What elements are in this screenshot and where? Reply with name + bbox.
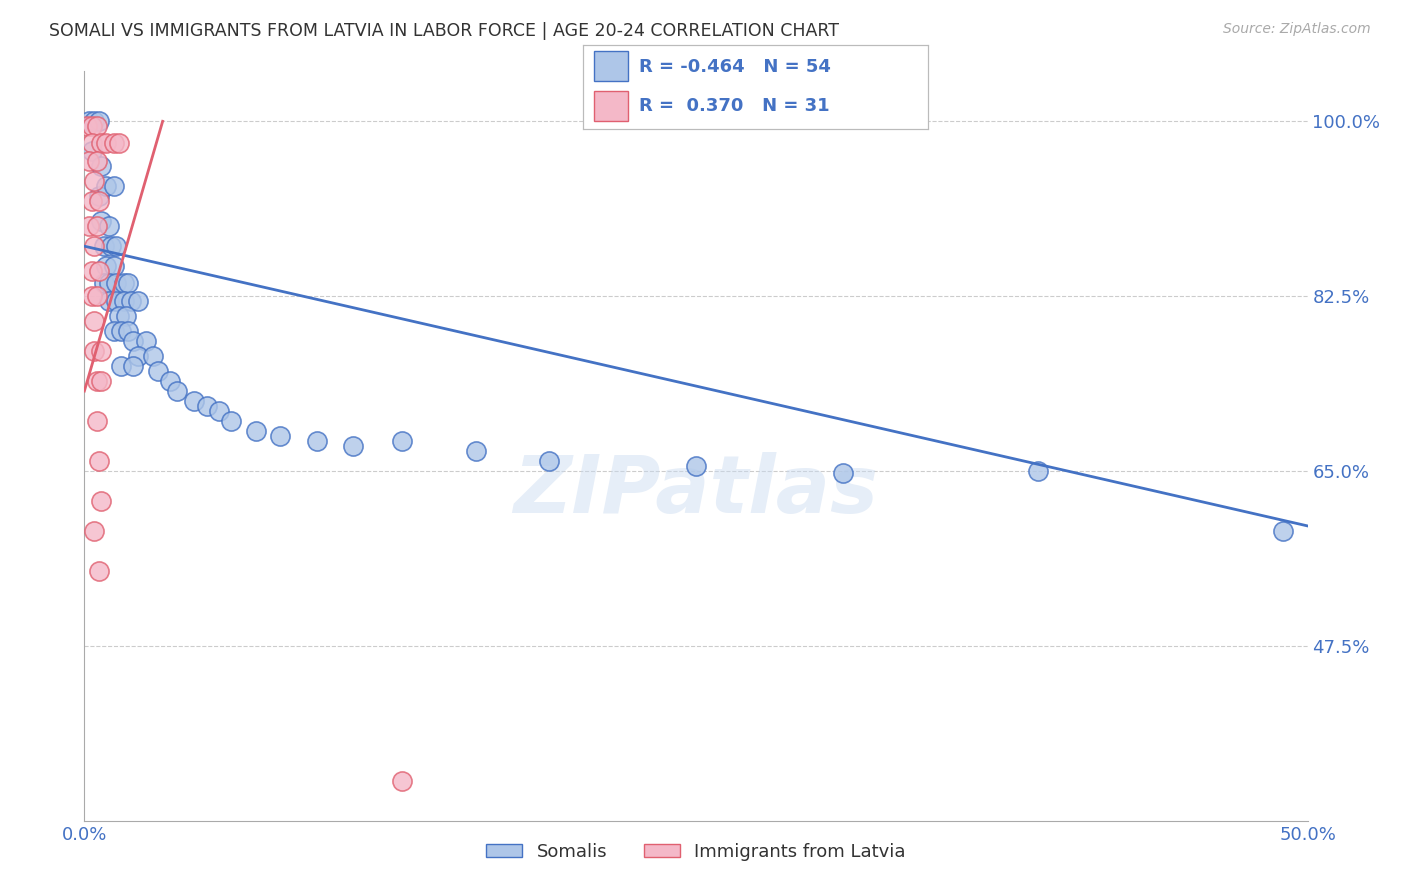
Point <box>83 524 105 538</box>
Point <box>105 239 128 253</box>
Point <box>117 324 139 338</box>
Text: R = -0.464   N = 54: R = -0.464 N = 54 <box>638 58 831 76</box>
Point <box>103 324 125 338</box>
Point <box>245 424 267 438</box>
Point <box>110 324 132 338</box>
Point <box>112 294 135 309</box>
Point <box>305 434 328 448</box>
Point <box>83 114 105 128</box>
Point <box>87 194 110 209</box>
Point <box>97 276 120 290</box>
Point <box>103 179 125 194</box>
Point <box>83 239 105 253</box>
Point <box>96 259 118 273</box>
Point <box>83 314 105 328</box>
Point <box>93 276 115 290</box>
Point <box>90 344 112 359</box>
Point <box>1272 524 1295 538</box>
Point <box>135 334 157 348</box>
Point <box>107 136 129 151</box>
Point <box>219 414 242 428</box>
Point <box>86 289 108 303</box>
Point <box>166 384 188 398</box>
Point <box>87 564 110 578</box>
Point <box>117 276 139 290</box>
Point <box>80 145 103 159</box>
Point <box>80 264 103 278</box>
Point <box>87 114 110 128</box>
Point <box>77 114 100 128</box>
Point <box>159 374 181 388</box>
Text: R =  0.370   N = 31: R = 0.370 N = 31 <box>638 96 830 114</box>
Point <box>464 444 486 458</box>
Point <box>90 136 112 151</box>
Point <box>87 189 110 203</box>
Point <box>342 439 364 453</box>
Point <box>120 294 142 309</box>
Point <box>142 349 165 363</box>
Point <box>127 294 149 309</box>
Text: SOMALI VS IMMIGRANTS FROM LATVIA IN LABOR FORCE | AGE 20-24 CORRELATION CHART: SOMALI VS IMMIGRANTS FROM LATVIA IN LABO… <box>49 22 839 40</box>
Point <box>77 219 100 234</box>
Point <box>80 289 103 303</box>
Point <box>685 458 707 473</box>
Point <box>93 239 115 253</box>
Point <box>122 359 145 373</box>
Point <box>87 264 110 278</box>
Point <box>76 120 98 134</box>
Point <box>127 349 149 363</box>
Point <box>1028 464 1050 478</box>
Point <box>90 159 112 173</box>
Point <box>122 334 145 348</box>
Point <box>86 374 108 388</box>
Point <box>100 239 122 253</box>
FancyBboxPatch shape <box>593 52 628 81</box>
Point <box>97 219 120 234</box>
Point <box>96 136 118 151</box>
Point <box>391 434 413 448</box>
Point <box>269 429 291 443</box>
Point <box>96 179 118 194</box>
Point <box>208 404 231 418</box>
Point <box>107 309 129 323</box>
Point <box>90 494 112 508</box>
Point <box>103 136 125 151</box>
Point <box>90 214 112 228</box>
Point <box>146 364 169 378</box>
Text: ZIPatlas: ZIPatlas <box>513 452 879 530</box>
Point <box>391 773 413 788</box>
Text: Source: ZipAtlas.com: Source: ZipAtlas.com <box>1223 22 1371 37</box>
Point <box>112 276 135 290</box>
Point <box>86 154 108 169</box>
Point <box>80 194 103 209</box>
Point <box>87 454 110 468</box>
Point <box>103 259 125 273</box>
Point <box>86 414 108 428</box>
Point <box>97 294 120 309</box>
Point <box>80 136 103 151</box>
Legend: Somalis, Immigrants from Latvia: Somalis, Immigrants from Latvia <box>479 836 912 868</box>
FancyBboxPatch shape <box>593 91 628 120</box>
Point <box>83 174 105 188</box>
Point <box>183 394 205 409</box>
Point <box>105 294 128 309</box>
Point <box>77 154 100 169</box>
Point <box>90 374 112 388</box>
Point <box>115 309 138 323</box>
Point <box>195 399 218 413</box>
Point <box>86 219 108 234</box>
Point <box>110 359 132 373</box>
Point <box>538 454 561 468</box>
Point <box>80 120 103 134</box>
Point <box>105 276 128 290</box>
Point <box>831 466 853 480</box>
Point <box>86 120 108 134</box>
Point <box>83 344 105 359</box>
